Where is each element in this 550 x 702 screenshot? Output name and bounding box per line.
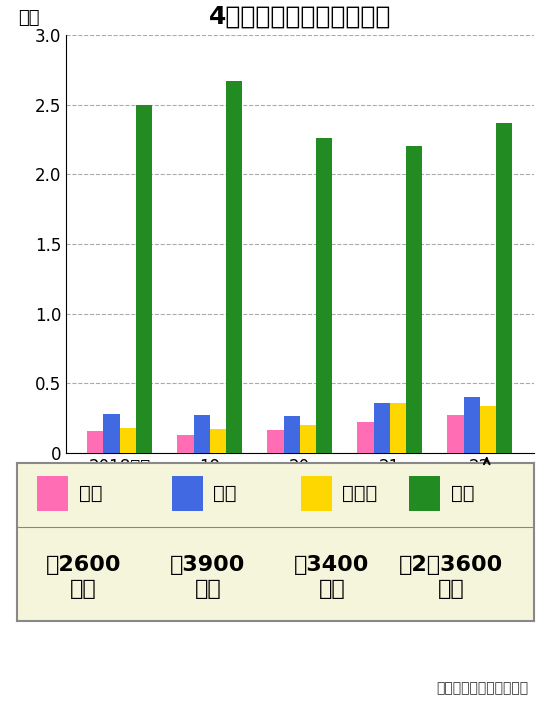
Bar: [267, 430, 284, 453]
Bar: [358, 422, 373, 453]
Bar: [316, 138, 332, 453]
Bar: [406, 147, 422, 453]
Y-axis label: 兆円: 兆円: [18, 8, 40, 27]
Text: 約3400
億円: 約3400 億円: [294, 555, 370, 600]
FancyBboxPatch shape: [172, 476, 202, 511]
Bar: [120, 428, 136, 453]
Bar: [390, 403, 406, 453]
FancyBboxPatch shape: [409, 476, 441, 511]
Bar: [136, 105, 152, 453]
Bar: [447, 415, 464, 453]
Bar: [194, 415, 210, 453]
Bar: [464, 397, 480, 453]
Bar: [284, 416, 300, 453]
FancyBboxPatch shape: [37, 476, 68, 511]
Bar: [210, 429, 226, 453]
FancyBboxPatch shape: [301, 476, 332, 511]
Text: 約2兆3600
億円: 約2兆3600 億円: [399, 555, 503, 600]
Bar: [226, 81, 242, 453]
Bar: [373, 403, 390, 453]
Title: 4都県の年度末の基金残高: 4都県の年度末の基金残高: [208, 5, 391, 29]
Bar: [103, 413, 120, 453]
Text: 神奈川: 神奈川: [342, 484, 377, 503]
Bar: [87, 430, 103, 453]
Text: 約2600
億円: 約2600 億円: [46, 555, 122, 600]
Text: 東京: 東京: [451, 484, 474, 503]
Text: 千葉: 千葉: [213, 484, 236, 503]
Bar: [177, 435, 194, 453]
Bar: [496, 123, 512, 453]
Bar: [480, 406, 496, 453]
Text: 埼玉: 埼玉: [79, 484, 102, 503]
Text: （総務省資料より作成）: （総務省資料より作成）: [436, 681, 528, 695]
Text: 約3900
億円: 約3900 億円: [170, 555, 245, 600]
Bar: [300, 425, 316, 453]
